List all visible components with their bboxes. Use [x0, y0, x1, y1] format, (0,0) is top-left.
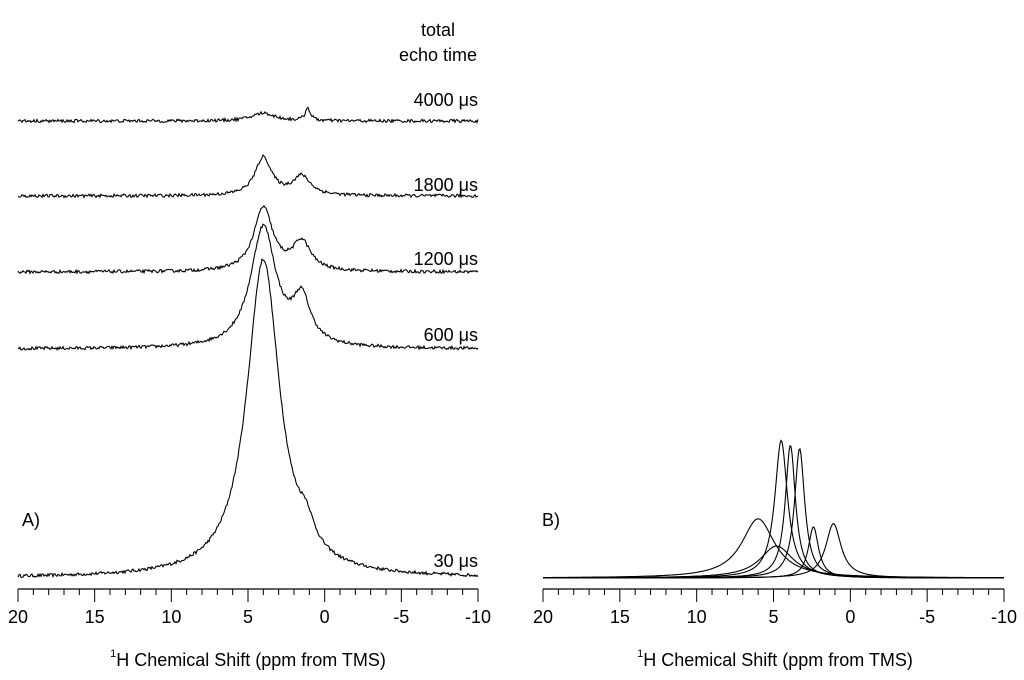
panel-a: total echo time A) 4000 μs 1800 μs 1200 …	[8, 20, 491, 670]
a-tick-label: 0	[320, 607, 330, 627]
x-axis-title-a-superscript: 1	[110, 648, 116, 660]
x-axis-title-b-superscript: 1	[637, 648, 643, 660]
x-axis-title-b: 1H Chemical Shift (ppm from TMS)	[637, 648, 913, 670]
x-axis-b: 20 15 10 5 0 -5 -10	[533, 588, 1017, 627]
spectrum-trace	[17, 153, 479, 199]
a-tick-label: 15	[85, 607, 105, 627]
b-tick-label: 15	[610, 607, 630, 627]
b-tick-label: 10	[687, 607, 707, 627]
x-axis-title-a-text: H Chemical Shift (ppm from TMS)	[116, 650, 386, 670]
panel-label-a: A)	[22, 510, 40, 530]
b-tick-label: 20	[533, 607, 553, 627]
trace-label-600: 600 μs	[424, 325, 478, 345]
trace-label-1200: 1200 μs	[414, 249, 478, 269]
fit-component-curve	[543, 526, 1004, 579]
title-line-2: echo time	[399, 45, 477, 65]
trace-label-4000: 4000 μs	[414, 90, 478, 110]
trace-labels-a: 4000 μs 1800 μs 1200 μs 600 μs 30 μs	[414, 90, 478, 571]
a-tick-label: 10	[161, 607, 181, 627]
b-tick-label: -5	[919, 607, 935, 627]
fit-component-curve	[543, 518, 1004, 579]
fit-component-curve	[543, 523, 1004, 579]
panel-b: B) 20 15 10 5 0 -5 -10 1H Chemical Shift (ppm …	[533, 439, 1017, 670]
a-tick-label: -10	[465, 607, 491, 627]
x-axis-a: 20 15 10 5 0 -5 -10	[8, 588, 491, 627]
panel-label-b: B)	[542, 510, 560, 530]
a-tick-label: 20	[8, 607, 28, 627]
spectrum-trace	[17, 258, 479, 579]
b-tick-label: -10	[991, 607, 1017, 627]
fit-component-curve	[543, 439, 1004, 579]
title-line-1: total	[421, 20, 455, 40]
b-tick-label: 5	[768, 607, 778, 627]
spectrum-trace	[17, 106, 479, 124]
x-axis-title-a: 1H Chemical Shift (ppm from TMS)	[110, 648, 386, 670]
a-tick-label: -5	[393, 607, 409, 627]
b-tick-label: 0	[845, 607, 855, 627]
trace-label-1800: 1800 μs	[414, 175, 478, 195]
traces-b	[543, 439, 1004, 579]
traces-a	[17, 106, 479, 579]
spectrum-trace	[17, 223, 479, 351]
trace-label-30: 30 μs	[434, 551, 478, 571]
x-axis-title-b-text: H Chemical Shift (ppm from TMS)	[643, 650, 913, 670]
spectrum-trace	[17, 205, 479, 275]
a-tick-label: 5	[243, 607, 253, 627]
